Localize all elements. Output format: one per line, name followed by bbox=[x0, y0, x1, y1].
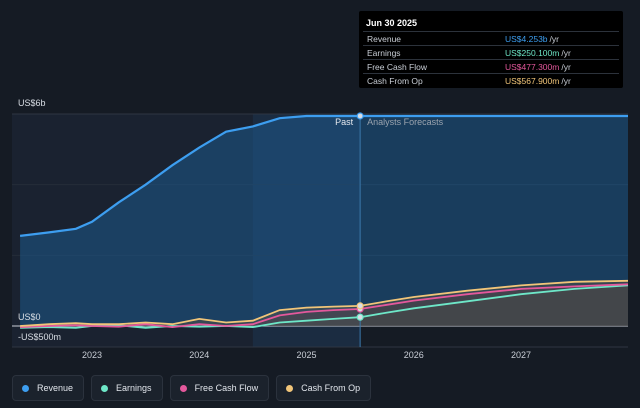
legend-item-cash-from-op[interactable]: Cash From Op bbox=[276, 375, 372, 401]
tooltip-value: US$567.900m/yr bbox=[505, 76, 571, 86]
x-tick-label: 2026 bbox=[404, 350, 424, 360]
data-tooltip: Jun 30 2025 Revenue US$4.253b/yr Earning… bbox=[359, 11, 623, 88]
marker-earnings bbox=[356, 313, 364, 321]
legend-item-free-cash-flow[interactable]: Free Cash Flow bbox=[169, 375, 270, 401]
area-earnings bbox=[20, 285, 629, 328]
tooltip-date: Jun 30 2025 bbox=[366, 18, 418, 28]
series-line-free-cash-flow bbox=[20, 283, 629, 329]
series-line-cash-from-op bbox=[20, 279, 629, 327]
y-tick-label-bottom: -US$500m bbox=[18, 332, 61, 342]
tooltip-value: US$477.300m/yr bbox=[505, 62, 571, 72]
earnings-dot-icon bbox=[101, 384, 109, 392]
x-tick-label: 2024 bbox=[189, 350, 209, 360]
marker-revenue bbox=[356, 112, 364, 120]
forecast-label: Analysts Forecasts bbox=[367, 117, 444, 127]
tooltip-row-earnings: Earnings US$250.100m/yr bbox=[363, 45, 619, 60]
tooltip-label: Revenue bbox=[367, 34, 402, 44]
tooltip-row-revenue: Revenue US$4.253b/yr bbox=[363, 31, 619, 46]
tooltip-value: US$4.253b/yr bbox=[505, 34, 559, 44]
y-tick-label-top: US$6b bbox=[18, 98, 46, 108]
area-cash-from-op bbox=[20, 280, 629, 326]
legend-item-earnings[interactable]: Earnings bbox=[91, 375, 163, 401]
x-tick-label: 2023 bbox=[82, 350, 102, 360]
tooltip-value: US$250.100m/yr bbox=[505, 48, 571, 58]
marker-cash-from-op bbox=[356, 302, 364, 310]
x-tick-label: 2027 bbox=[511, 350, 531, 360]
x-tick-label: 2025 bbox=[296, 350, 316, 360]
chart-legend: Revenue Earnings Free Cash Flow Cash Fro… bbox=[12, 375, 372, 401]
cash-from-op-dot-icon bbox=[286, 384, 294, 392]
tooltip-label: Cash From Op bbox=[367, 76, 423, 86]
legend-label: Cash From Op bbox=[301, 383, 361, 393]
series-line-revenue bbox=[19, 114, 628, 237]
legend-label: Free Cash Flow bbox=[194, 383, 259, 393]
legend-item-revenue[interactable]: Revenue bbox=[12, 375, 85, 401]
free-cash-flow-dot-icon bbox=[179, 384, 187, 392]
area-free-cash-flow bbox=[20, 284, 629, 328]
revenue-dot-icon bbox=[22, 384, 29, 392]
legend-label: Earnings bbox=[116, 383, 152, 393]
tooltip-row-free-cash-flow: Free Cash Flow US$477.300m/yr bbox=[363, 59, 619, 74]
area-revenue bbox=[20, 116, 629, 326]
y-tick-label-zero: US$0 bbox=[18, 312, 41, 322]
tooltip-row-cash-from-op: Cash From Op US$567.900m/yr bbox=[363, 73, 619, 88]
tooltip-label: Free Cash Flow bbox=[367, 62, 427, 72]
past-label: Past bbox=[335, 117, 354, 127]
legend-label: Revenue bbox=[37, 383, 74, 393]
tooltip-label: Earnings bbox=[367, 48, 401, 58]
